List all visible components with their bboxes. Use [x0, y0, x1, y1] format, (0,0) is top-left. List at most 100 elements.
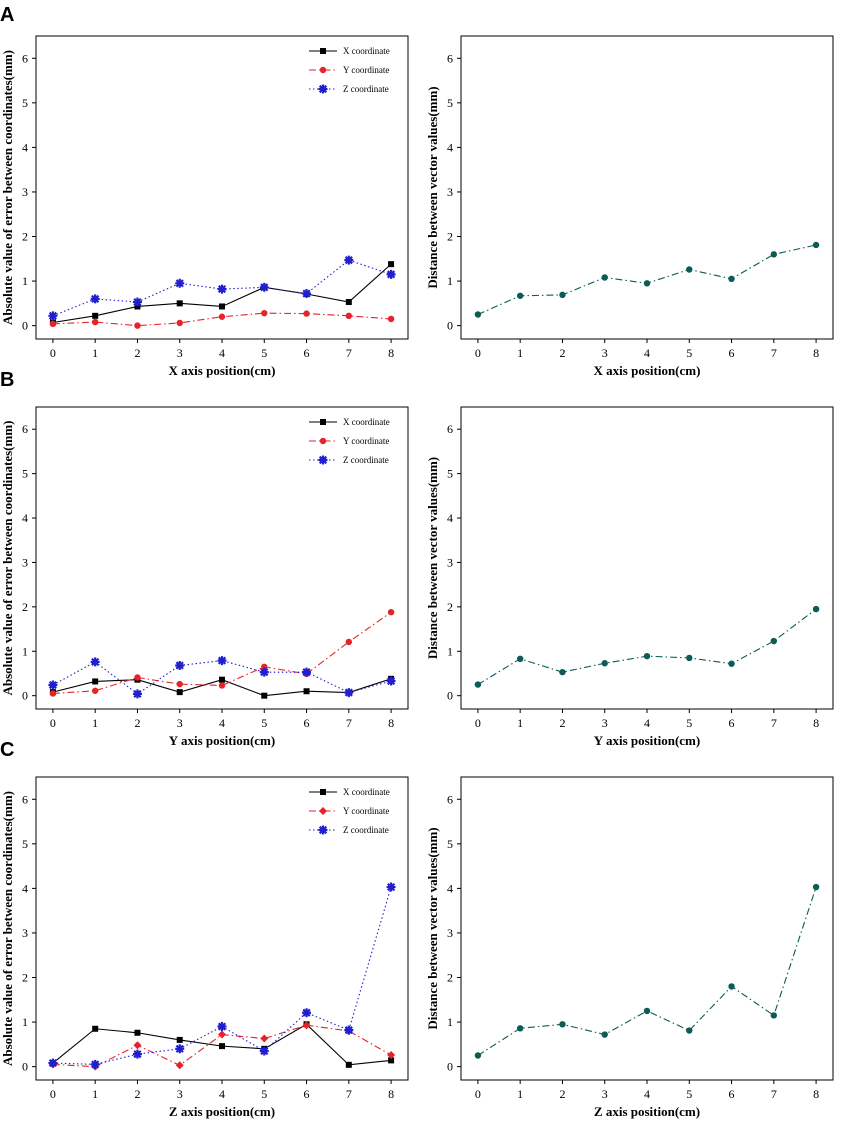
x-tick-label: 6: [304, 1087, 310, 1101]
data-point: [302, 289, 312, 299]
data-point: [261, 692, 268, 699]
y-tick-label: 1: [447, 1015, 453, 1029]
y-axis-title: Absolute value of error between coordina…: [0, 791, 15, 1066]
chart-panel-2: B 0 1 2 3 4 5 6 7 8 0 1 2 3 4 5 6 Y axis position(cm) Abso…: [0, 369, 409, 748]
data-point: [259, 667, 269, 677]
data-point: [176, 680, 183, 688]
series-line: [477, 608, 817, 686]
series-distance: [474, 241, 820, 318]
x-tick-label: 7: [346, 716, 352, 730]
data-point: [134, 1029, 141, 1036]
data-point: [90, 1059, 100, 1069]
data-point: [303, 688, 310, 695]
y-tick-label: 1: [22, 644, 28, 658]
series-line: [52, 611, 392, 695]
y-tick-label: 0: [22, 1060, 28, 1074]
data-point: [133, 1041, 142, 1050]
legend-marker: [318, 455, 328, 465]
chart-panel-5: 0 1 2 3 4 5 6 7 8 0 1 2 3 4 5 6 Z axis position(cm) Dista…: [425, 776, 834, 1119]
y-tick-label: 1: [447, 274, 453, 288]
data-point: [345, 1061, 352, 1068]
data-point: [302, 1021, 311, 1030]
y-axis-title: Absolute value of error between coordina…: [0, 50, 15, 325]
y-tick-label: 4: [22, 140, 28, 154]
x-tick-label: 3: [177, 1087, 183, 1101]
data-point: [91, 687, 99, 694]
x-tick-label: 7: [771, 716, 777, 730]
x-tick-label: 5: [261, 1087, 267, 1101]
data-point: [387, 1051, 396, 1060]
x-tick-label: 8: [813, 1087, 819, 1101]
data-point: [559, 1021, 566, 1028]
data-point: [388, 1057, 395, 1064]
x-tick-label: 1: [92, 346, 98, 360]
y-tick-label: 0: [22, 319, 28, 333]
y-axis-title: Distance between vector values(mm): [425, 457, 440, 659]
x-axis-title: X axis position(cm): [594, 363, 701, 378]
data-point: [92, 312, 99, 319]
x-tick-label: 4: [644, 346, 650, 360]
x-tick-label: 1: [92, 716, 98, 730]
y-tick-label: 6: [447, 792, 453, 806]
y-tick-label: 0: [22, 689, 28, 703]
x-tick-label: 2: [559, 346, 565, 360]
x-tick-label: 6: [304, 346, 310, 360]
data-point: [48, 311, 58, 321]
series-y-coordinate: [49, 608, 395, 697]
panel-letter: C: [0, 739, 14, 761]
legend-label: Z coordinate: [343, 455, 389, 465]
series-z-coordinate: [48, 882, 396, 1069]
data-point: [770, 1012, 778, 1019]
legend: X coordinate Y coordinate Z coordinate: [309, 787, 390, 835]
y-tick-label: 1: [447, 644, 453, 658]
x-axis-title: Z axis position(cm): [169, 1104, 275, 1119]
data-point: [175, 660, 185, 670]
data-point: [812, 241, 820, 249]
legend-label: Y coordinate: [343, 806, 389, 816]
x-tick-label: 3: [177, 716, 183, 730]
data-point: [770, 251, 778, 258]
data-point: [48, 1058, 58, 1068]
y-tick-label: 0: [447, 319, 453, 333]
data-point: [132, 297, 142, 307]
data-point: [770, 637, 778, 645]
data-point: [219, 676, 225, 683]
panel-letter: B: [0, 369, 14, 391]
data-point: [386, 269, 396, 279]
data-point: [134, 322, 141, 329]
data-point: [387, 315, 395, 323]
data-point: [259, 1046, 269, 1056]
chart-panel-3: 0 1 2 3 4 5 6 7 8 0 1 2 3 4 5 6 Y axis position(cm) Dista…: [425, 406, 834, 748]
x-tick-label: 6: [729, 1087, 735, 1101]
legend: X coordinate Y coordinate Z coordinate: [309, 417, 390, 465]
data-point: [302, 667, 312, 677]
y-tick-label: 6: [447, 422, 453, 436]
y-tick-label: 4: [447, 881, 453, 895]
series-line: [477, 244, 817, 315]
x-tick-label: 0: [475, 346, 481, 360]
data-point: [601, 660, 608, 667]
data-point: [175, 1061, 184, 1070]
y-tick-label: 1: [22, 1015, 28, 1029]
x-tick-label: 7: [771, 346, 777, 360]
x-tick-label: 4: [644, 1087, 650, 1101]
y-tick-label: 3: [22, 555, 28, 569]
data-point: [388, 261, 395, 268]
x-tick-label: 4: [644, 716, 650, 730]
legend-marker: [319, 66, 327, 74]
x-tick-label: 5: [686, 346, 692, 360]
series-z-coordinate: [48, 255, 396, 321]
y-tick-label: 4: [22, 511, 28, 525]
data-point: [134, 674, 141, 681]
x-tick-label: 7: [346, 346, 352, 360]
x-tick-label: 3: [602, 716, 608, 730]
series-line: [52, 660, 392, 695]
data-point: [387, 608, 395, 616]
data-point: [260, 1034, 269, 1043]
chart-panel-0: A 0 1 2 3 4 5 6 7 8 0 1 2 3 4 5 6 X axis position(cm) Abso…: [0, 4, 409, 378]
x-tick-label: 2: [134, 346, 140, 360]
legend-marker: [319, 437, 327, 445]
legend-label: Y coordinate: [343, 436, 389, 446]
data-point: [344, 255, 354, 265]
